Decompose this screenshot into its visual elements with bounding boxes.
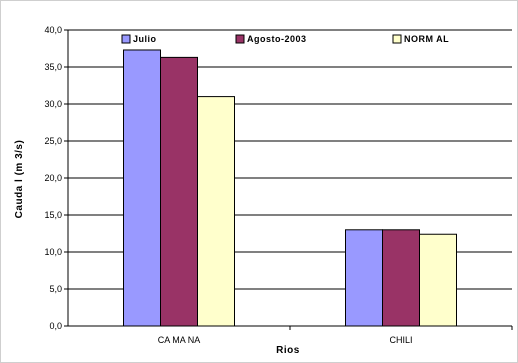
y-tick-label: 35,0 [44, 62, 62, 72]
y-tick-label: 0,0 [49, 321, 62, 331]
legend: Julio Agosto-2003 NORM AL [121, 34, 449, 44]
y-tick-label: 20,0 [44, 173, 62, 183]
legend-swatch [121, 34, 131, 44]
y-tick-label: 10,0 [44, 247, 62, 257]
legend-swatch [235, 34, 245, 44]
x-axis-label: Rios [276, 345, 300, 356]
axes [64, 29, 513, 330]
y-tick-label: 15,0 [44, 210, 62, 220]
bar [345, 229, 383, 327]
y-tick-label: 5,0 [49, 284, 62, 294]
legend-swatch [392, 34, 402, 44]
x-tick-labels: CA MA NA CHILI [158, 335, 413, 345]
y-tick-labels: 0,0 5,0 10,0 15,0 20,0 25,0 30,0 35,0 40,0 [44, 25, 62, 331]
x-tick-label: CHILI [389, 335, 412, 345]
bar [123, 49, 161, 327]
legend-label: NORM AL [404, 34, 449, 44]
legend-label: Julio [133, 34, 157, 44]
bar [160, 56, 198, 327]
bar [419, 233, 457, 327]
y-tick-label: 30,0 [44, 99, 62, 109]
x-tick-label: CA MA NA [158, 335, 201, 345]
bars [123, 49, 457, 327]
bar [197, 96, 235, 327]
y-axis-label: Cauda l (m 3/s) [14, 140, 25, 219]
bar [382, 229, 420, 327]
y-tick-label: 25,0 [44, 136, 62, 146]
y-tick-label: 40,0 [44, 25, 62, 35]
legend-label: Agosto-2003 [247, 34, 307, 44]
